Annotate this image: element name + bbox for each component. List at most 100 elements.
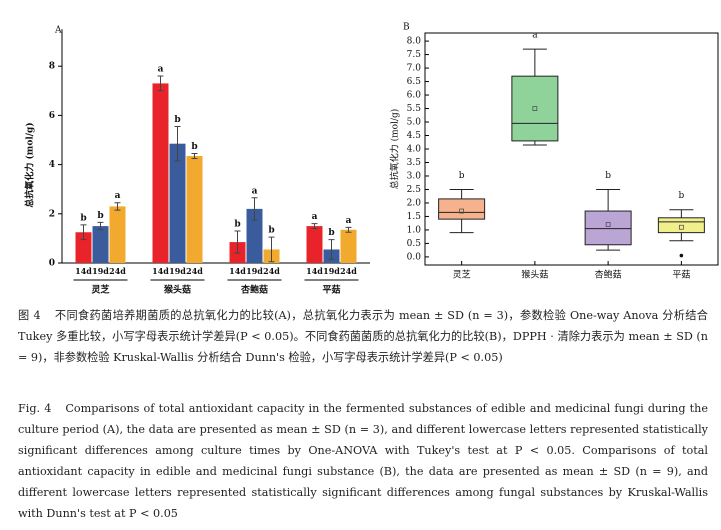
y-tick-label: 3.5: [407, 158, 422, 168]
y-axis-label: 总抗氧化力 (mol/g): [389, 109, 401, 190]
caption-label: 图 4: [18, 309, 41, 322]
whisker: [669, 209, 694, 242]
series-label: 14d: [75, 266, 92, 276]
box: [511, 75, 559, 142]
y-tick-label: 1.5: [407, 212, 422, 222]
y-tick-label: 1.0: [407, 225, 422, 235]
outlier: [679, 253, 684, 258]
y-tick-label: 3.0: [407, 171, 422, 181]
y-tick-label: 5.0: [407, 118, 422, 128]
y-tick-label: 5.5: [407, 104, 422, 114]
y-tick-label: 0.5: [407, 239, 422, 249]
series-label: 19d: [92, 266, 109, 276]
error-bar: [328, 239, 335, 260]
error-bar: [251, 197, 258, 221]
bar: [169, 143, 186, 263]
series-label: 24d: [340, 266, 357, 276]
whisker: [596, 188, 621, 251]
series-label: 14d: [152, 266, 169, 276]
error-bar: [114, 202, 121, 211]
x-tick-label: 灵芝: [453, 269, 471, 281]
significance-letter: a: [158, 65, 164, 75]
bar: [92, 226, 109, 263]
error-bar: [174, 125, 181, 162]
y-tick-label: 2.0: [407, 198, 422, 208]
significance-letter: b: [234, 220, 240, 230]
significance-letter: b: [174, 115, 180, 125]
error-bar: [311, 223, 318, 230]
error-bar: [345, 226, 352, 233]
error-bar: [191, 153, 198, 159]
panel-label: B: [403, 23, 410, 33]
y-tick-label: 2.5: [407, 185, 422, 195]
y-tick-label: 4.5: [407, 131, 422, 141]
significance-letter: a: [532, 31, 538, 41]
x-tick-label: 灵芝: [90, 284, 109, 296]
error-bar: [157, 75, 164, 92]
caption-text: 不同食药菌培养期菌质的总抗氧化力的比较(A)，总抗氧化力表示为 mean ± S…: [18, 309, 708, 364]
caption-en: Fig. 4 Comparisons of total antioxidant c…: [18, 398, 708, 524]
series-label: 14d: [229, 266, 246, 276]
significance-letter: a: [252, 186, 258, 196]
error-bar: [234, 230, 241, 254]
box: [584, 210, 632, 246]
bar: [306, 226, 323, 263]
bar: [109, 206, 126, 263]
y-tick-label: 7.5: [407, 50, 422, 60]
whisker: [522, 48, 547, 146]
x-tick-label: 猴头菇: [164, 284, 191, 296]
series-label: 24d: [263, 266, 280, 276]
series-label: 24d: [109, 266, 126, 276]
y-tick-label: 2: [49, 209, 55, 219]
error-bar: [268, 236, 275, 263]
y-tick-label: 6.0: [407, 91, 422, 101]
series-label: 19d: [246, 266, 263, 276]
significance-letter: a: [115, 191, 121, 201]
series-label: 19d: [323, 266, 340, 276]
mean-marker: [605, 222, 611, 227]
series-label: 24d: [186, 266, 203, 276]
significance-letter: b: [80, 213, 86, 223]
panel-label: A: [54, 26, 62, 36]
significance-letter: b: [459, 171, 465, 181]
mean-marker: [459, 208, 464, 214]
mean-marker: [679, 224, 684, 230]
error-bar: [80, 224, 87, 241]
caption-text: Comparisons of total antioxidant capacit…: [18, 402, 708, 520]
significance-letter: a: [346, 216, 352, 226]
x-tick-label: 猴头菇: [521, 269, 548, 281]
significance-letter: b: [605, 171, 611, 181]
y-tick-label: 6: [49, 111, 55, 121]
y-tick-label: 4: [49, 160, 55, 170]
y-tick-label: 8.0: [407, 37, 422, 47]
series-label: 14d: [306, 266, 323, 276]
series-label: 19d: [169, 266, 186, 276]
bar: [340, 229, 357, 263]
significance-letter: b: [268, 226, 274, 236]
y-tick-label: 7.0: [407, 64, 422, 74]
bar: [75, 232, 92, 263]
y-tick-label: 0.0: [407, 252, 422, 262]
y-tick-label: 8: [49, 62, 55, 72]
caption-zh: 图 4 不同食药菌培养期菌质的总抗氧化力的比较(A)，总抗氧化力表示为 mean …: [18, 305, 708, 368]
x-tick-label: 平菇: [672, 269, 690, 281]
error-bar: [97, 221, 104, 231]
mean-marker: [532, 106, 538, 111]
significance-letter: a: [312, 212, 318, 222]
x-tick-label: 平菇: [322, 284, 340, 296]
y-tick-label: 6.5: [407, 77, 422, 87]
caption-label: Fig. 4: [18, 402, 52, 415]
significance-letter: b: [191, 142, 197, 152]
bar: [152, 83, 169, 263]
y-tick-label: 0: [49, 259, 55, 269]
whisker: [449, 188, 474, 234]
significance-letter: b: [97, 211, 103, 221]
y-tick-label: 4.0: [407, 145, 422, 155]
y-axis-label: 总抗氧化力 (mol/g): [24, 122, 36, 207]
significance-letter: b: [678, 191, 684, 201]
figure: A B 总抗氧化力 (mol/g) 总抗氧化力 (mol/g) 0 2 4 6 8 灵芝 b…: [24, 23, 719, 296]
bar: [246, 208, 263, 263]
bar: [186, 155, 203, 263]
significance-letter: b: [328, 228, 334, 238]
